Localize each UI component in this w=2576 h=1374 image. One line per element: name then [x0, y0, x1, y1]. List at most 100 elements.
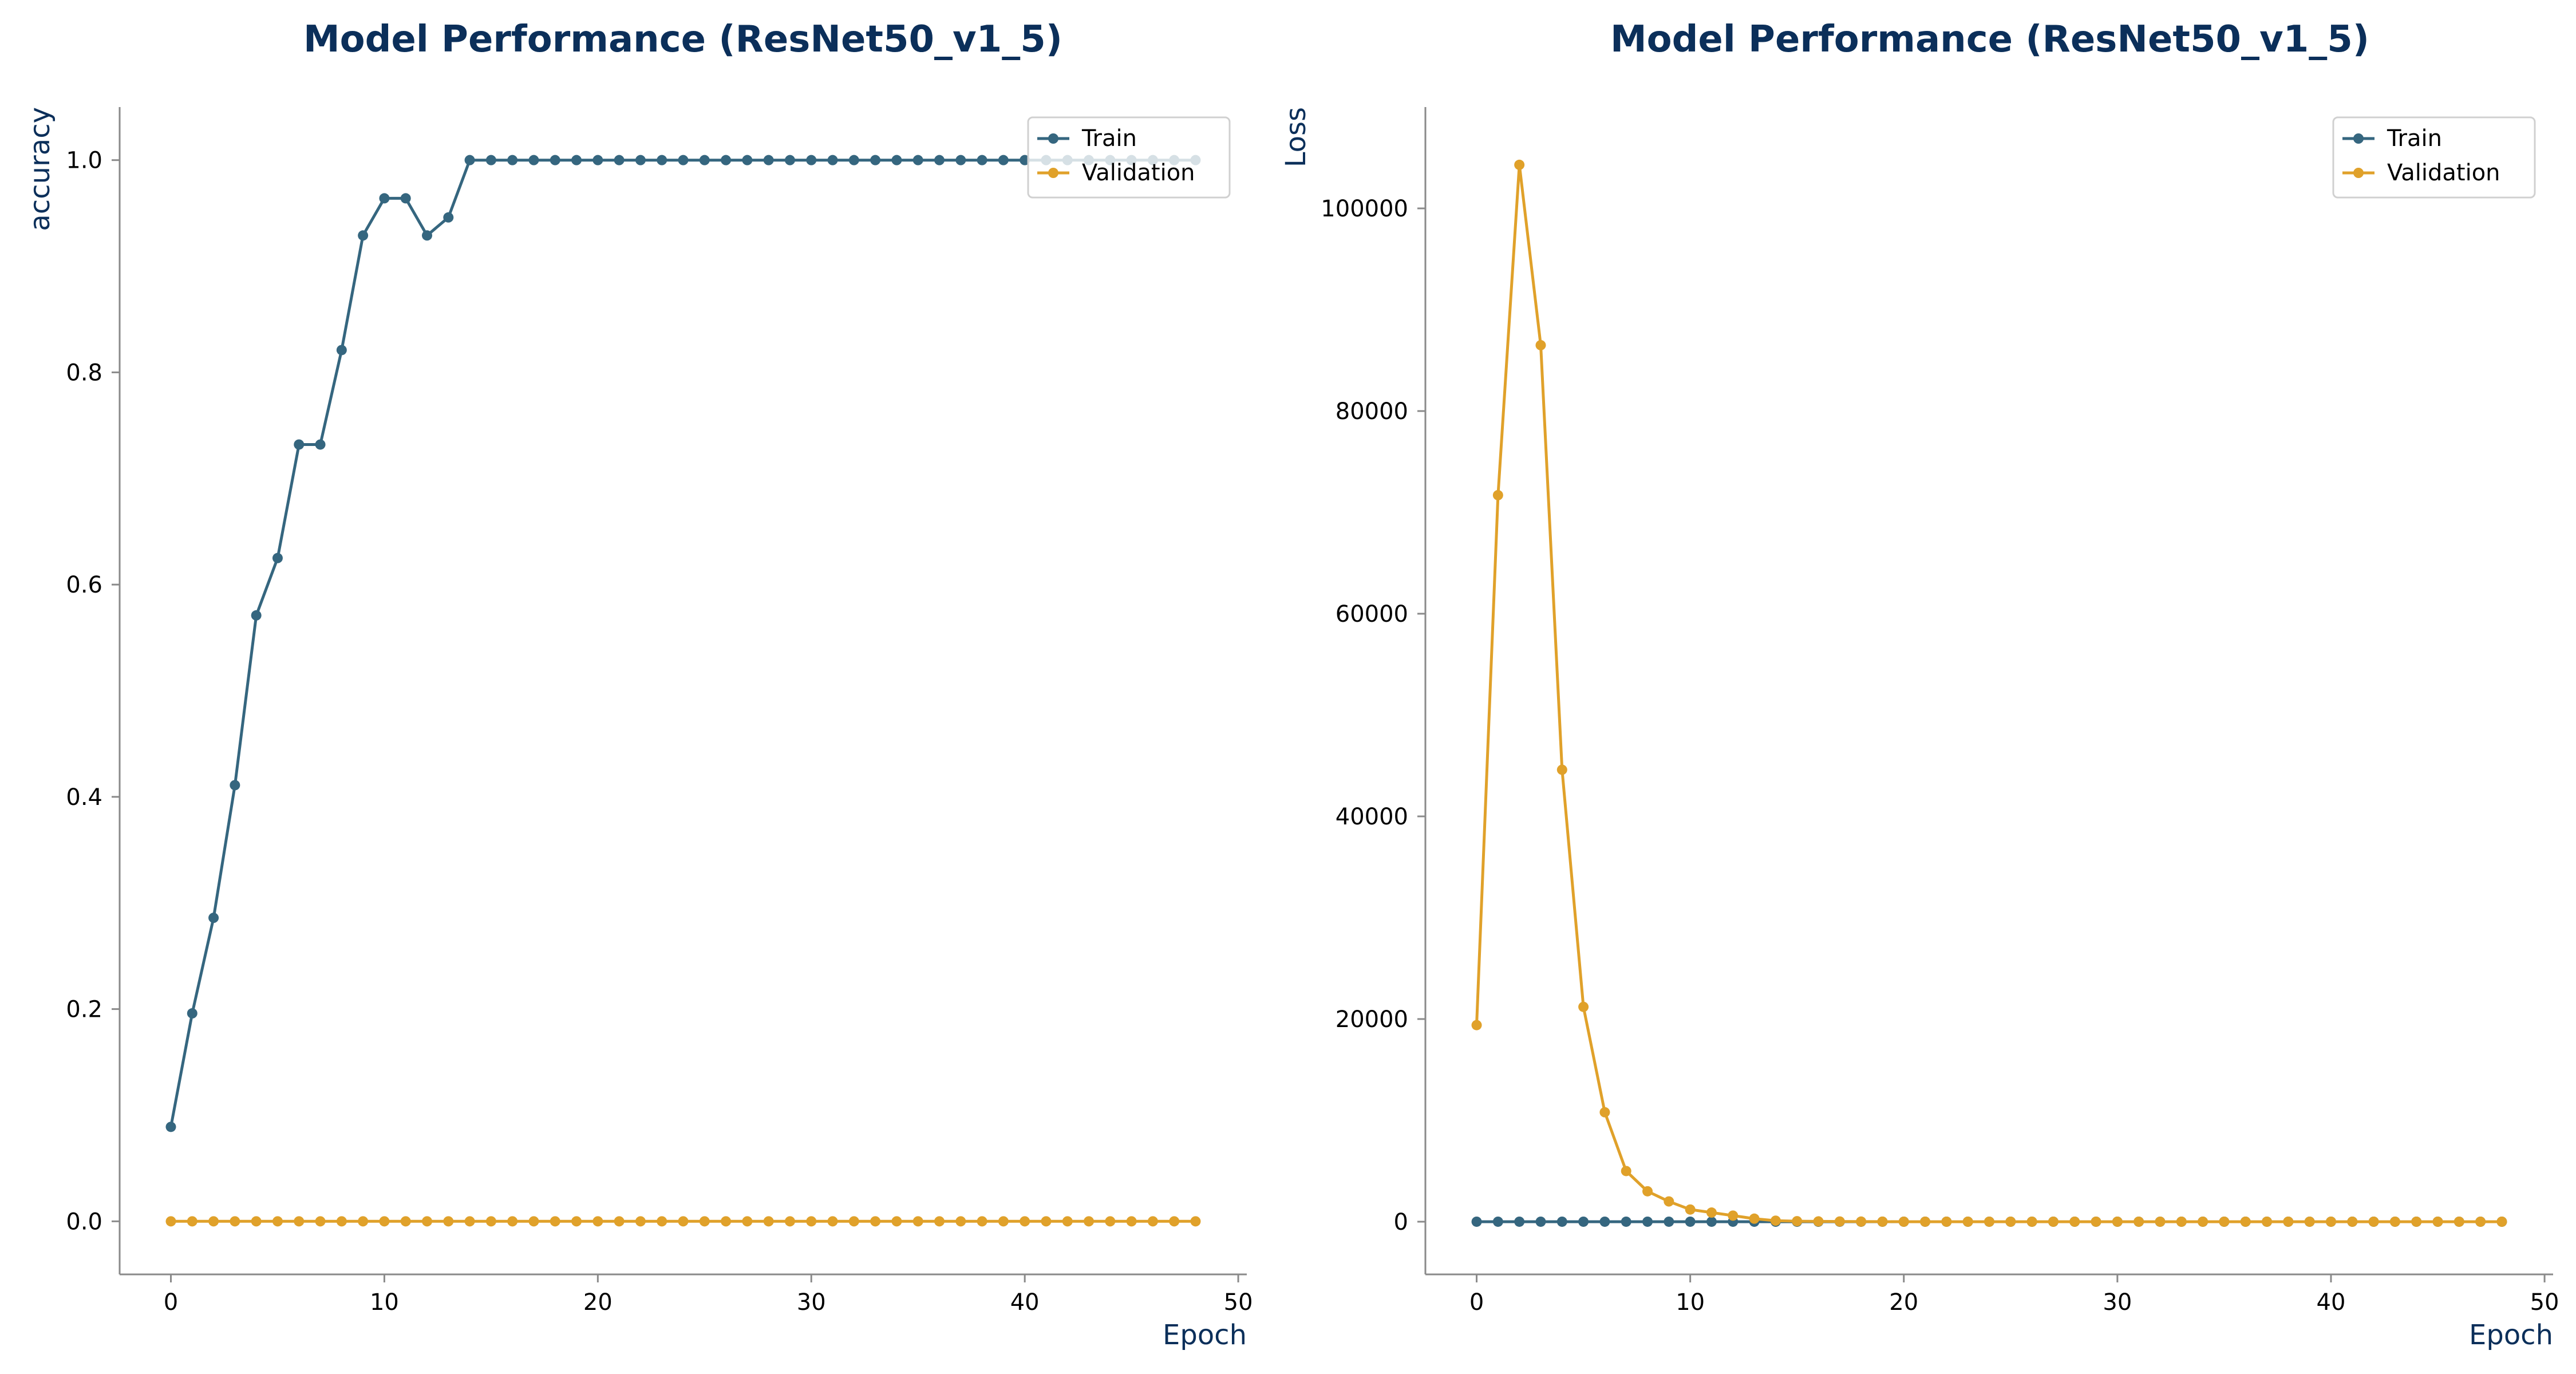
y-tick-label: 80000 — [1336, 398, 1408, 425]
legend-validation-marker — [1048, 168, 1058, 178]
data-point-train — [998, 155, 1009, 165]
y-tick-label: 0.0 — [66, 1209, 102, 1235]
legend: Train Validation — [1027, 116, 1231, 199]
y-tick-label: 40000 — [1336, 804, 1408, 830]
data-point-validation — [230, 1216, 240, 1227]
data-point-train — [1664, 1216, 1674, 1227]
legend-box — [1027, 116, 1231, 199]
data-point-validation — [1706, 1207, 1717, 1218]
data-point-train — [1556, 1216, 1567, 1227]
x-tick-label: 30 — [797, 1289, 826, 1316]
x-tick-label: 10 — [1676, 1289, 1705, 1316]
data-point-validation — [1105, 1216, 1116, 1227]
data-point-validation — [1492, 489, 1503, 500]
data-point-train — [507, 155, 518, 165]
data-point-train — [400, 193, 411, 204]
data-point-validation — [806, 1216, 817, 1227]
data-point-validation — [891, 1216, 902, 1227]
data-point-train — [187, 1008, 197, 1019]
data-point-validation — [955, 1216, 966, 1227]
data-point-validation — [1084, 1216, 1095, 1227]
data-point-validation — [742, 1216, 753, 1227]
data-point-validation — [1856, 1216, 1867, 1227]
data-point-validation — [2026, 1216, 2037, 1227]
x-ticks: 0 10 20 30 40 50 — [164, 1274, 1253, 1316]
data-point-validation — [2155, 1216, 2166, 1227]
x-tick-label: 40 — [2317, 1289, 2346, 1316]
x-axis-label: Epoch — [1163, 1319, 1247, 1351]
data-point-validation — [827, 1216, 838, 1227]
data-point-train — [1685, 1216, 1696, 1227]
data-point-validation — [2219, 1216, 2230, 1227]
data-point-train — [891, 155, 902, 165]
data-point-train — [165, 1122, 176, 1132]
data-point-validation — [2304, 1216, 2315, 1227]
data-point-train — [592, 155, 603, 165]
x-tick-label: 50 — [2530, 1289, 2559, 1316]
data-point-validation — [1062, 1216, 1073, 1227]
data-point-train — [1535, 1216, 1546, 1227]
x-tick-label: 10 — [370, 1289, 399, 1316]
data-point-validation — [1578, 1001, 1589, 1012]
y-tick-label: 0.6 — [66, 572, 102, 598]
data-point-train — [806, 155, 817, 165]
data-point-validation — [1020, 1216, 1030, 1227]
data-point-validation — [400, 1216, 411, 1227]
data-point-train — [848, 155, 859, 165]
data-point-validation — [2176, 1216, 2187, 1227]
data-point-validation — [2112, 1216, 2123, 1227]
y-tick-label: 0.8 — [66, 360, 102, 386]
accuracy-chart: Model Performance (ResNet50_v1_5) 0 10 20 3… — [24, 18, 1253, 1351]
y-tick-label: 0 — [1394, 1209, 1408, 1235]
data-point-validation — [443, 1216, 454, 1227]
data-point-validation — [165, 1216, 176, 1227]
data-point-train — [315, 439, 326, 450]
data-point-validation — [2283, 1216, 2294, 1227]
data-point-train — [1599, 1216, 1610, 1227]
data-point-validation — [1664, 1196, 1674, 1207]
data-point-train — [721, 155, 732, 165]
data-point-validation — [657, 1216, 667, 1227]
data-point-validation — [699, 1216, 710, 1227]
data-point-validation — [2496, 1216, 2507, 1227]
data-point-validation — [1728, 1210, 1739, 1221]
legend-train-marker — [2353, 133, 2364, 144]
data-point-train — [657, 155, 667, 165]
data-point-validation — [1962, 1216, 1973, 1227]
chart-title: Model Performance (ResNet50_v1_5) — [303, 18, 1062, 61]
data-point-train — [272, 552, 283, 563]
data-point-train — [485, 155, 496, 165]
data-point-validation — [2453, 1216, 2464, 1227]
data-point-train — [230, 780, 240, 791]
data-point-validation — [2432, 1216, 2443, 1227]
data-point-train — [1492, 1216, 1503, 1227]
series-layer — [1471, 159, 2507, 1227]
y-tick-label: 0.4 — [66, 784, 102, 811]
y-ticks: 0 20000 40000 60000 80000 100000 — [1321, 196, 1425, 1235]
data-point-validation — [1514, 159, 1525, 170]
data-point-validation — [1749, 1213, 1760, 1224]
data-point-validation — [2262, 1216, 2273, 1227]
data-point-train — [763, 155, 774, 165]
data-point-train — [336, 345, 347, 356]
data-point-train — [379, 193, 390, 204]
data-point-validation — [2411, 1216, 2422, 1227]
data-point-validation — [1792, 1216, 1803, 1227]
data-point-validation — [507, 1216, 518, 1227]
data-point-validation — [1471, 1020, 1482, 1030]
data-point-validation — [721, 1216, 732, 1227]
data-point-validation — [1685, 1204, 1696, 1215]
data-point-validation — [379, 1216, 390, 1227]
y-axis-label: accuracy — [24, 107, 56, 231]
y-tick-label: 20000 — [1336, 1006, 1408, 1033]
data-point-validation — [187, 1216, 197, 1227]
data-point-validation — [1535, 339, 1546, 350]
data-point-validation — [2240, 1216, 2251, 1227]
data-point-train — [1578, 1216, 1589, 1227]
data-point-validation — [1898, 1216, 1909, 1227]
data-point-train — [251, 610, 262, 621]
data-point-validation — [1169, 1216, 1180, 1227]
data-point-train — [550, 155, 560, 165]
data-point-validation — [912, 1216, 923, 1227]
x-tick-label: 50 — [1224, 1289, 1253, 1316]
